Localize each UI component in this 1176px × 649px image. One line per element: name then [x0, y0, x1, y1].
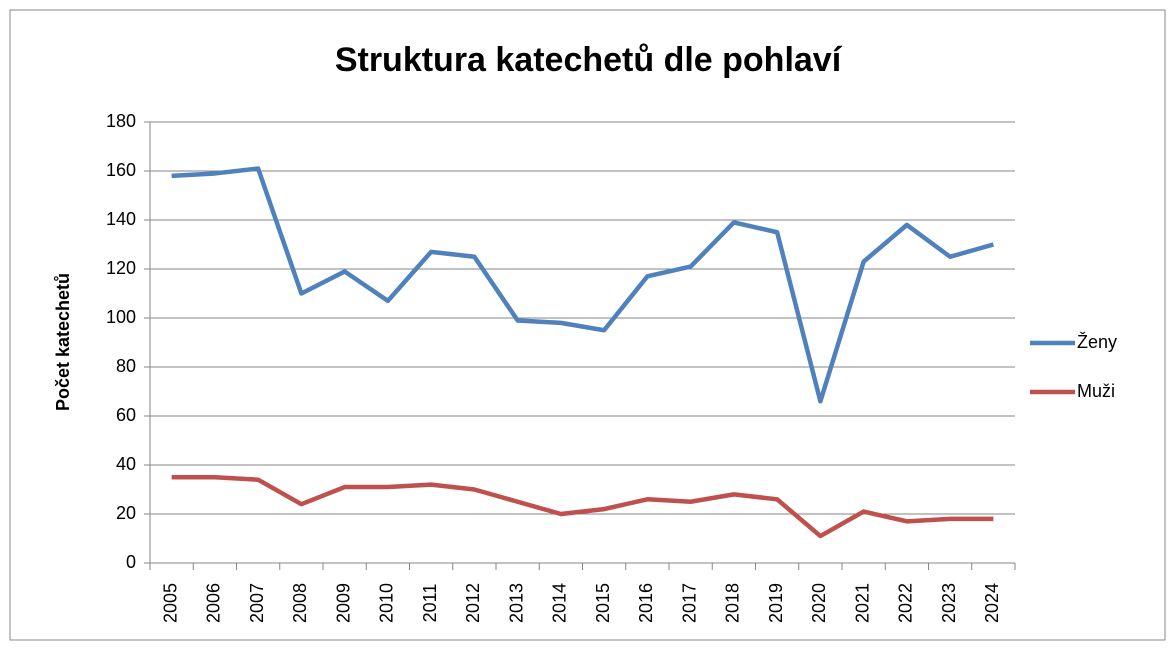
chart-border: [9, 9, 1166, 641]
y-tick-label: 0: [126, 552, 136, 572]
y-tick-label: 180: [106, 111, 136, 131]
x-tick-label: 2016: [636, 583, 656, 623]
y-tick-label: 160: [106, 160, 136, 180]
y-axis-label: Počet katechetů: [53, 273, 73, 411]
x-tick-label: 2008: [290, 583, 310, 623]
x-tick-label: 2022: [896, 583, 916, 623]
x-tick-label: 2021: [852, 583, 872, 623]
x-tick-label: 2015: [593, 583, 613, 623]
x-tick-label: 2014: [550, 583, 570, 623]
chart-title: Struktura katechetů dle pohlaví: [335, 41, 843, 79]
x-tick-label: 2007: [247, 583, 267, 623]
x-tick-label: 2009: [333, 583, 353, 623]
x-tick-label: 2012: [463, 583, 483, 623]
x-tick-label: 2018: [723, 583, 743, 623]
legend-label: Ženy: [1077, 332, 1117, 352]
y-tick-label: 80: [116, 356, 136, 376]
x-tick-label: 2023: [939, 583, 959, 623]
y-tick-label: 120: [106, 258, 136, 278]
x-tick-label: 2019: [766, 583, 786, 623]
x-tick-label: 2006: [204, 583, 224, 623]
x-tick-label: 2010: [377, 583, 397, 623]
series-line: [171, 166, 994, 404]
x-tick-label: 2011: [420, 584, 440, 623]
x-tick-label: 2017: [679, 583, 699, 623]
y-tick-label: 60: [116, 405, 136, 425]
legend-label: Muži: [1077, 381, 1115, 401]
x-tick-label: 2020: [809, 583, 829, 623]
y-tick-label: 20: [116, 503, 136, 523]
series-line: [171, 475, 994, 539]
x-tick-label: 2005: [160, 583, 180, 623]
y-tick-label: 40: [116, 454, 136, 474]
x-tick-label: 2013: [506, 583, 526, 623]
x-tick-label: 2024: [982, 583, 1002, 623]
y-tick-label: 140: [106, 209, 136, 229]
y-tick-label: 100: [106, 307, 136, 327]
